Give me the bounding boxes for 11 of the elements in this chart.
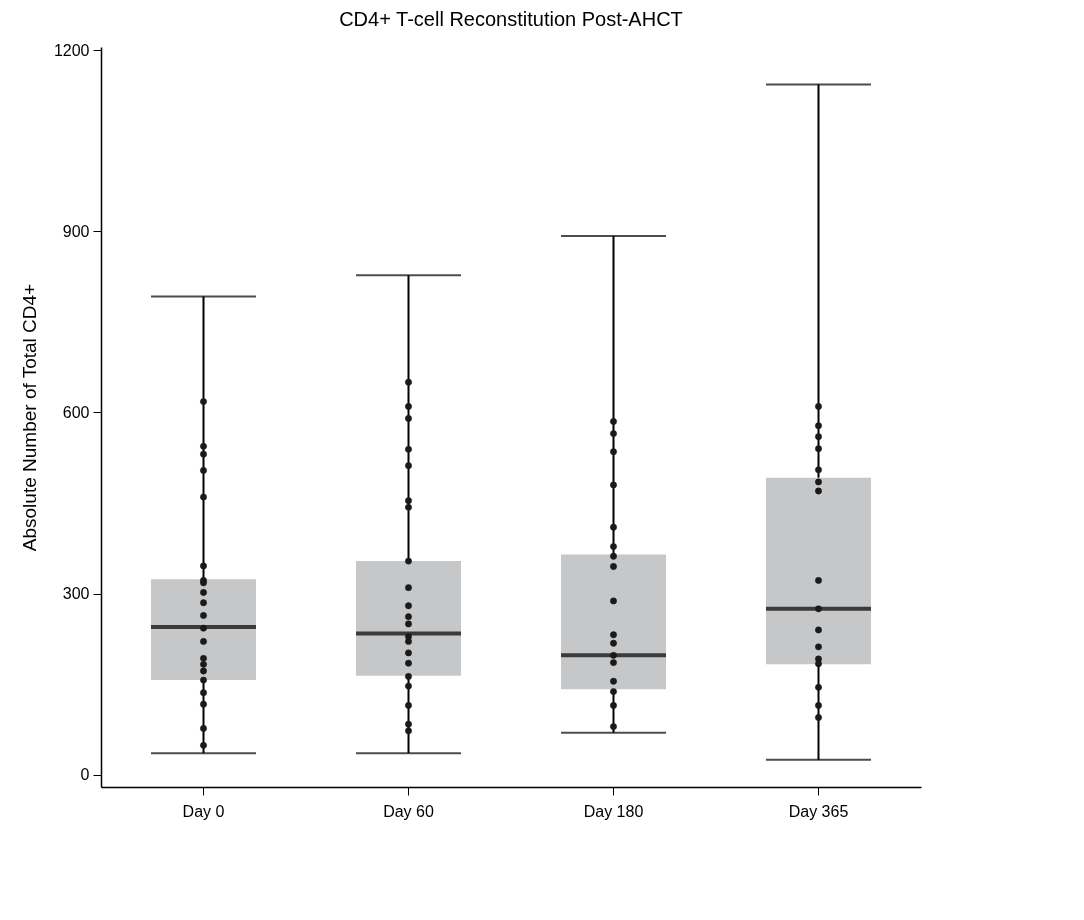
y-tick-label: 900 [62,222,90,240]
x-tick-label: Day 0 [182,802,225,820]
x-tick-label: Day 180 [583,802,644,820]
y-axis-title: Absolute Number of Total CD4+ [18,283,40,552]
y-tick-label: 600 [62,403,90,421]
x-tick-label: Day 365 [788,802,849,820]
chart-title: CD4+ T-cell Reconstitution Post-AHCT [339,8,683,31]
y-tick-label: 1200 [53,41,90,59]
y-tick-label: 0 [80,766,90,784]
x-tick-label: Day 60 [383,802,434,820]
y-tick-label: 300 [62,585,90,603]
